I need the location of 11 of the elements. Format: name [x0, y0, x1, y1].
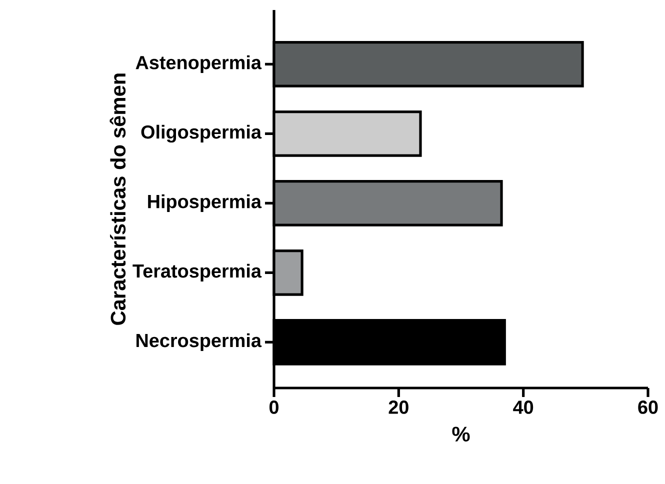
x-tick-label: 40 [513, 400, 534, 414]
y-tick-label: Hipospermia [148, 194, 262, 212]
y-tick-label: Necrospermia [136, 333, 262, 351]
y-tick-label: Astenopermia [136, 55, 262, 74]
x-tick-label: 60 [638, 400, 658, 414]
y-axis-title: Características do sêmen [110, 74, 126, 325]
y-tick-label: Teratospermia [132, 264, 262, 282]
y-tick-label: Oligospermia [141, 124, 262, 143]
x-tick-label: 20 [388, 400, 408, 414]
x-tick-label: 0 [269, 400, 278, 414]
x-axis-title: % [452, 426, 470, 442]
